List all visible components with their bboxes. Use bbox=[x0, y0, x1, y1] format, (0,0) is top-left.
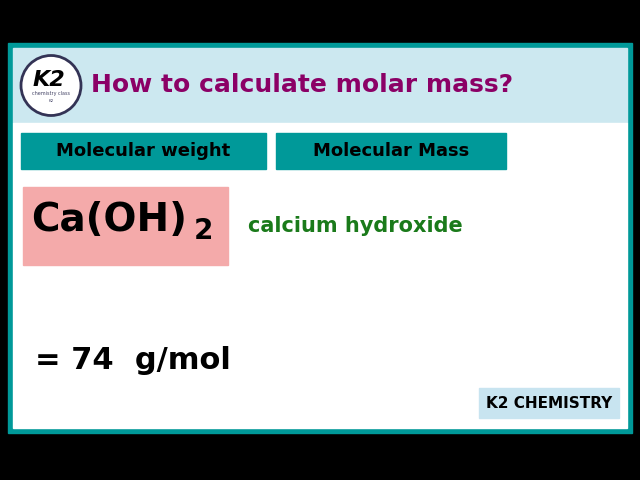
Text: Ca(OH): Ca(OH) bbox=[31, 201, 187, 239]
Text: 2: 2 bbox=[194, 217, 213, 245]
Text: calcium hydroxide: calcium hydroxide bbox=[248, 216, 463, 236]
Text: K2: K2 bbox=[33, 70, 65, 89]
Text: Molecular weight: Molecular weight bbox=[56, 142, 230, 160]
Text: K2 CHEMISTRY: K2 CHEMISTRY bbox=[486, 396, 612, 410]
Circle shape bbox=[21, 56, 81, 116]
Bar bbox=[13, 123, 627, 428]
Text: chemistry class: chemistry class bbox=[32, 91, 70, 96]
Text: = 74  g/mol: = 74 g/mol bbox=[35, 347, 231, 375]
Text: K2: K2 bbox=[49, 98, 54, 103]
Text: How to calculate molar mass?: How to calculate molar mass? bbox=[91, 73, 513, 97]
Bar bbox=[23, 187, 228, 265]
Bar bbox=[8, 43, 632, 433]
Bar bbox=[13, 48, 627, 123]
Bar bbox=[21, 133, 266, 169]
Bar bbox=[276, 133, 506, 169]
Bar bbox=[479, 388, 619, 418]
Text: Molecular Mass: Molecular Mass bbox=[313, 142, 469, 160]
